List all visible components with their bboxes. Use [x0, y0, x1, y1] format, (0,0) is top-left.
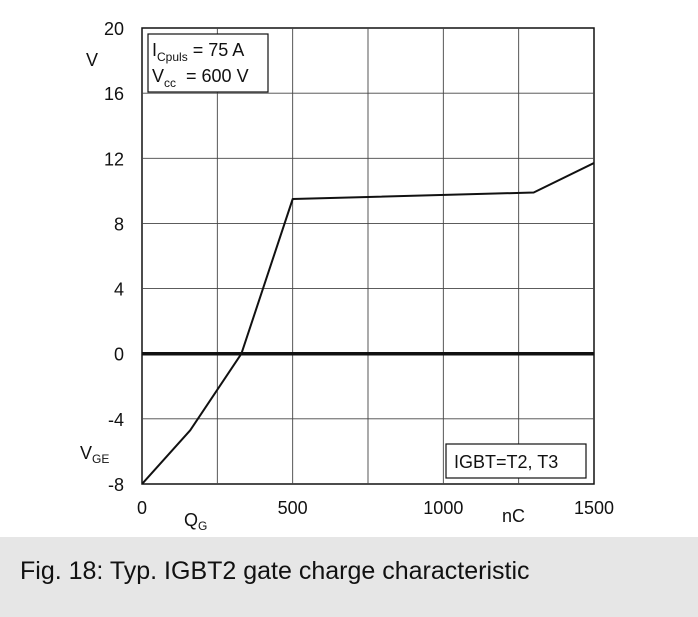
conditions-box: ICpuls = 75 A Vcc = 600 V: [147, 33, 269, 93]
y-axis-label: VGE: [80, 443, 109, 466]
y-tick-label: -8: [108, 475, 124, 495]
x-tick-label: 0: [137, 498, 147, 518]
condition-voltage: Vcc = 600 V: [152, 66, 249, 90]
grid: [142, 28, 594, 484]
condition-current: ICpuls = 75 A: [152, 40, 244, 64]
x-tick-label: 500: [278, 498, 308, 518]
y-unit-label: V: [86, 50, 98, 70]
x-tick-label: 1500: [574, 498, 614, 518]
series-group: [142, 161, 594, 484]
x-tick-label: 1000: [423, 498, 463, 518]
y-tick-label: 4: [114, 280, 124, 300]
y-tick-label: 12: [104, 149, 124, 169]
device-annotation-box: IGBT=T2, T3: [445, 443, 587, 479]
x-unit-label: nC: [502, 506, 525, 526]
series-line-0: [142, 161, 594, 484]
y-tick-label: 0: [114, 345, 124, 365]
caption-bar: Fig. 18: Typ. IGBT2 gate charge characte…: [0, 537, 698, 617]
y-tick-labels: 20 16 12 8 4 0 -4 -8: [104, 19, 124, 495]
figure-caption: Fig. 18: Typ. IGBT2 gate charge characte…: [20, 557, 530, 585]
x-tick-labels: 0 500 1000 1500: [137, 498, 614, 518]
x-axis-label: QG: [184, 510, 207, 533]
y-tick-label: 16: [104, 84, 124, 104]
y-tick-label: -4: [108, 410, 124, 430]
y-tick-label: 20: [104, 19, 124, 39]
y-tick-label: 8: [114, 214, 124, 234]
device-annotation: IGBT=T2, T3: [454, 452, 558, 472]
gate-charge-chart: 20 16 12 8 4 0 -4 -8 0 500 1000 1500 V VGE QG nC I…: [80, 19, 614, 533]
